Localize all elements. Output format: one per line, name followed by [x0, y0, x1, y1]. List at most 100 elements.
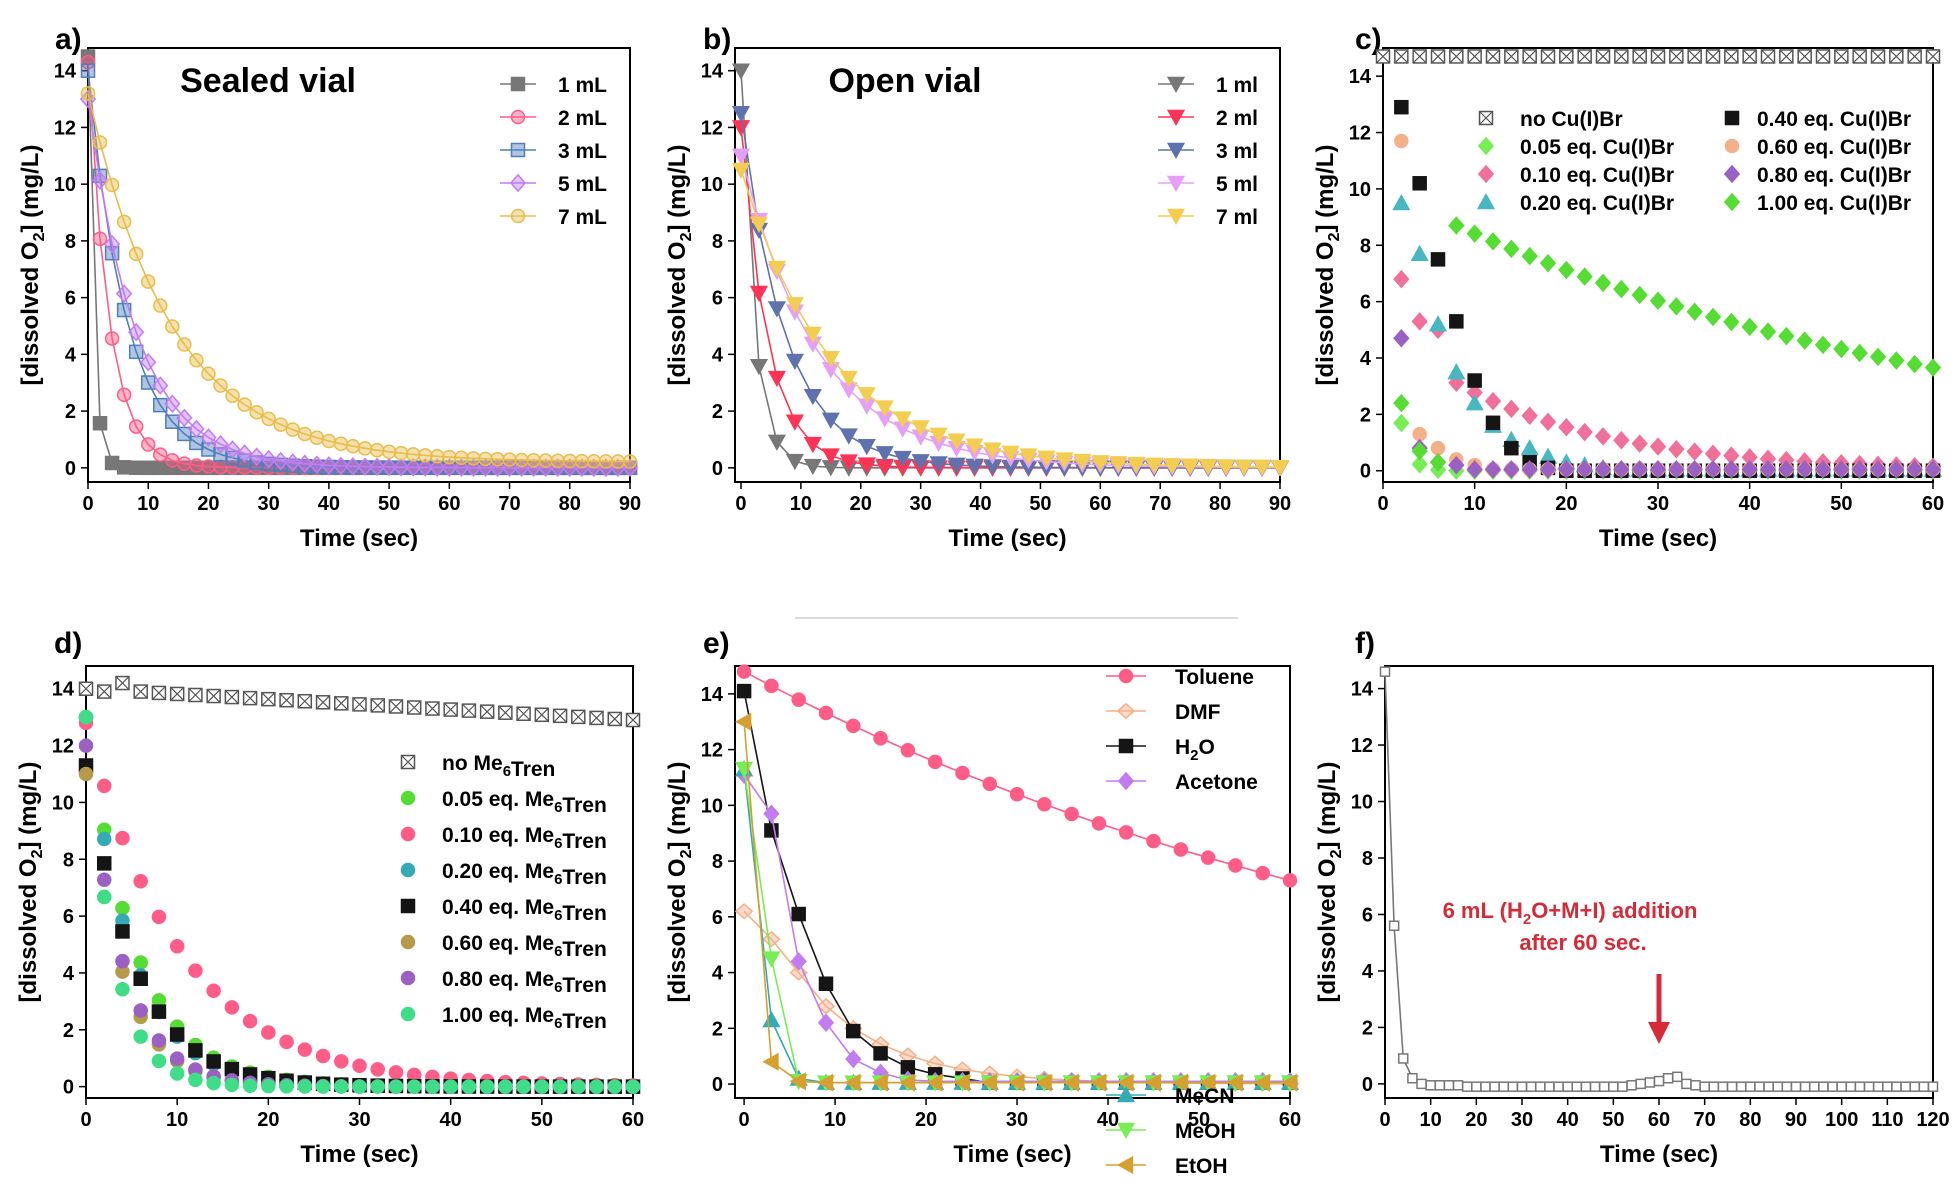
data-point — [115, 924, 130, 939]
data-point — [767, 260, 787, 278]
data-point — [79, 89, 97, 109]
data-point — [201, 442, 216, 457]
data-point — [441, 458, 458, 477]
data-point — [1589, 1081, 1601, 1092]
data-point — [875, 446, 894, 463]
data-point — [1735, 1081, 1747, 1092]
data-point — [1613, 460, 1630, 479]
data-point — [1608, 1081, 1619, 1092]
y-tick-label: 4 — [1362, 961, 1374, 983]
data-point — [871, 1073, 888, 1092]
data-point — [1888, 351, 1905, 370]
data-point — [1796, 460, 1813, 479]
data-point — [1649, 460, 1667, 479]
panel-label-e: e) — [703, 627, 730, 660]
data-point — [189, 352, 204, 368]
data-point — [1091, 455, 1110, 472]
data-point — [1544, 1081, 1555, 1092]
data-point — [911, 454, 930, 471]
data-point — [953, 1073, 970, 1092]
legend-c: no Cu(I)Br 0.05 eq. Cu(I)Br 0.10 eq. Cu(I)… — [1476, 108, 1911, 215]
data-point — [1226, 1073, 1243, 1092]
y-tick-label: 2 — [1360, 404, 1371, 426]
data-point — [273, 417, 288, 432]
legend-label: 7 mL — [558, 206, 607, 229]
data-point — [1484, 232, 1502, 251]
data-point — [177, 456, 192, 471]
x-tick-label: 10 — [1420, 1109, 1442, 1131]
data-point — [478, 451, 493, 467]
y-tick-label: 0 — [1362, 1074, 1373, 1096]
data-point — [489, 458, 506, 478]
data-point — [817, 1013, 835, 1033]
data-point — [1429, 453, 1447, 472]
legend-marker — [400, 970, 416, 986]
data-point — [929, 427, 948, 444]
data-point — [279, 1079, 294, 1094]
data-point — [224, 440, 241, 459]
data-point — [224, 1077, 240, 1093]
data-point — [821, 412, 840, 429]
data-point — [213, 459, 228, 475]
data-point — [785, 297, 804, 314]
data-point — [405, 447, 421, 462]
legend-label: 2 ml — [1216, 107, 1258, 130]
data-point — [538, 453, 553, 468]
data-point — [1503, 239, 1520, 259]
data-point — [1521, 246, 1538, 266]
y-tick-label: 2 — [712, 1018, 723, 1040]
data-point — [1037, 450, 1056, 467]
data-point — [1558, 460, 1575, 479]
data-point — [731, 105, 751, 123]
data-point — [115, 900, 130, 916]
data-point-hatch — [1412, 49, 1427, 64]
data-point-hatch — [389, 699, 403, 714]
legend-label: 1.00 eq. Cu(I)Br — [1757, 192, 1911, 215]
data-point-hatch — [1761, 49, 1775, 64]
data-point — [731, 162, 751, 179]
y-tick-label: 12 — [52, 736, 74, 758]
data-point — [212, 434, 229, 454]
panel-label-b: b) — [703, 23, 731, 56]
x-axis-label: Time (sec) — [948, 525, 1066, 552]
data-point — [1484, 460, 1502, 479]
data-point — [1449, 314, 1464, 329]
data-point — [369, 442, 385, 458]
data-point — [225, 388, 240, 403]
data-point — [140, 274, 156, 289]
y-axis-label: [dissolved O2] (mg/L) — [664, 145, 695, 386]
y-axis-label: [dissolved O2] (mg/L) — [17, 145, 48, 386]
data-point — [1759, 460, 1777, 479]
x-tick-label: 0 — [82, 493, 93, 515]
data-point — [169, 939, 185, 954]
data-point — [955, 765, 970, 781]
data-point — [249, 404, 264, 420]
data-point-hatch — [1376, 49, 1390, 64]
data-point — [1393, 393, 1410, 413]
data-point — [1055, 452, 1074, 469]
x-tick-label: 30 — [1647, 493, 1669, 515]
legend-item: 5 mL — [500, 173, 607, 196]
data-point — [1109, 456, 1128, 473]
data-point — [425, 1079, 440, 1094]
x-tick-label: 30 — [1006, 1109, 1028, 1131]
data-point — [749, 285, 769, 303]
x-tick-label: 20 — [257, 1109, 279, 1131]
data-point — [610, 454, 626, 469]
data-point — [417, 448, 433, 463]
data-point-hatch — [115, 676, 130, 690]
y-tick-label: 0 — [65, 458, 76, 480]
data-point — [308, 455, 325, 474]
data-point-hatch — [1907, 49, 1922, 64]
data-point — [352, 1079, 367, 1094]
panel-b: b) 0 10 20 30 40 50 60 70 80 90 0 2 4 6 8 10 12 14 Time (se… — [664, 23, 1291, 552]
data-point — [803, 388, 822, 406]
data-point — [315, 1048, 331, 1064]
legend-marker — [1116, 702, 1136, 720]
data-point — [839, 454, 858, 471]
data-point — [206, 1054, 221, 1069]
data-point — [1869, 347, 1887, 367]
data-point — [393, 458, 410, 477]
